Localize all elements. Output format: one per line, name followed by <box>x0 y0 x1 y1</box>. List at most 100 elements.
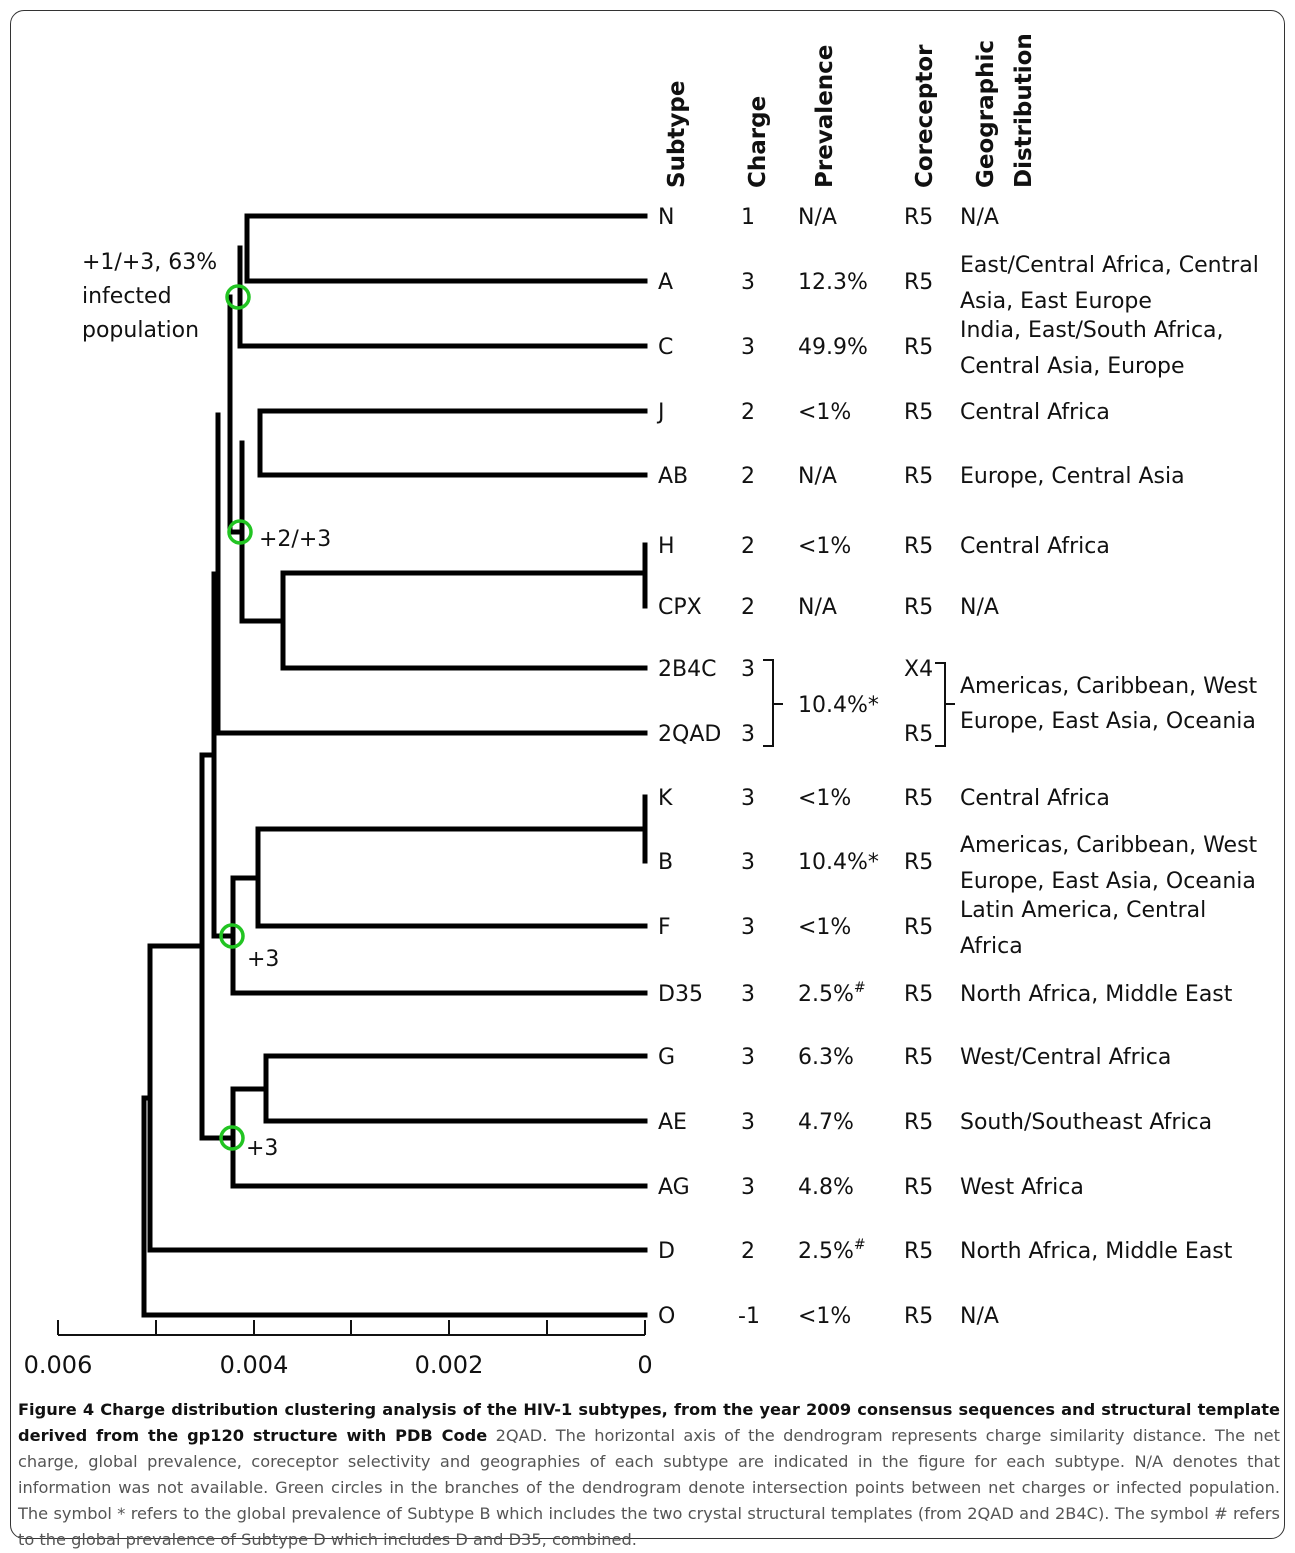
row-charge: 3 <box>741 1110 755 1135</box>
merged-cells: 10.4%* Americas, Caribbean, West Europe,… <box>763 659 1258 747</box>
row-charge: 2 <box>741 534 755 559</box>
row-subtype: G <box>658 1045 675 1070</box>
row-prevalence: <1% <box>798 1304 851 1329</box>
annotation-mid: +2/+3 <box>259 527 331 552</box>
row-charge: 3 <box>741 786 755 811</box>
row-geo: Central Africa <box>960 534 1110 559</box>
row-coreceptor: R5 <box>904 464 933 489</box>
row-coreceptor: R5 <box>904 335 933 360</box>
row-geo: Latin America, Central <box>960 898 1206 923</box>
row-charge: 3 <box>741 915 755 940</box>
row-subtype: K <box>658 786 673 811</box>
row-coreceptor: R5 <box>904 1175 933 1200</box>
row-charge: 3 <box>741 722 755 747</box>
axis-tick-label: 0 <box>637 1351 652 1379</box>
row-coreceptor: R5 <box>904 786 933 811</box>
row-prevalence: N/A <box>798 205 837 230</box>
branch-NA-C <box>237 245 648 349</box>
row-geo: Europe, East Asia, Oceania <box>960 869 1256 894</box>
row-geo: Central Africa <box>960 400 1110 425</box>
row-subtype: J <box>656 400 665 425</box>
row-coreceptor: R5 <box>904 1239 933 1264</box>
row-geo: N/A <box>960 205 999 230</box>
row-subtype: F <box>658 915 671 940</box>
axis-tick-label: 0.002 <box>415 1351 484 1379</box>
caption-body: The horizontal axis of the dendrogram re… <box>18 1426 1280 1549</box>
row-coreceptor: R5 <box>904 400 933 425</box>
row-geo: South/Southeast Africa <box>960 1110 1212 1135</box>
row-subtype: N <box>658 205 674 230</box>
row-coreceptor: R5 <box>904 1045 933 1070</box>
row-geo: North Africa, Middle East <box>960 1239 1233 1264</box>
row-geo: India, East/South Africa, <box>960 318 1224 343</box>
branch-J-AB <box>257 408 648 478</box>
branch-O-root <box>141 1095 648 1318</box>
row-subtype: AB <box>658 464 688 489</box>
row-charge: 3 <box>741 657 755 682</box>
row-subtype: B <box>658 850 673 875</box>
row-coreceptor: R5 <box>904 915 933 940</box>
row-charge: 3 <box>741 850 755 875</box>
row-geo: West Africa <box>960 1175 1084 1200</box>
row-prevalence: <1% <box>798 786 851 811</box>
header-prevalence: Prevalence <box>812 45 838 188</box>
row-charge: 2 <box>741 464 755 489</box>
row-subtype: AG <box>658 1175 690 1200</box>
row-charge: 3 <box>741 1045 755 1070</box>
row-subtype: CPX <box>658 595 702 620</box>
branch-KB-F <box>255 826 648 929</box>
row-geo: East/Central Africa, Central <box>960 253 1259 278</box>
branch-KBF-D35 <box>230 875 648 996</box>
row-coreceptor: R5 <box>904 850 933 875</box>
row-coreceptor: R5 <box>904 534 933 559</box>
row-charge: 2 <box>741 595 755 620</box>
row-geo: N/A <box>960 1304 999 1329</box>
row-subtype: 2QAD <box>658 722 721 747</box>
row-prevalence: 10.4%* <box>798 850 879 875</box>
figure-caption: Figure 4 Charge distribution clustering … <box>18 1397 1280 1553</box>
annotation-lower-1: +3 <box>247 947 279 972</box>
intersection-circle-top <box>225 284 251 310</box>
annotation-lower-2: +3 <box>246 1136 278 1161</box>
caption-pdb: 2QAD. <box>495 1426 548 1445</box>
column-headers: Subtype Charge Prevalence Coreceptor Geo… <box>664 33 1037 188</box>
annotation-top-2: infected <box>82 284 172 309</box>
row-prevalence: 2.5%# <box>798 1237 866 1264</box>
branch-N-A <box>244 213 648 284</box>
intersection-circle-lower2 <box>219 1125 245 1151</box>
row-subtype: A <box>658 270 673 295</box>
merged-prevalence: 10.4%* <box>798 693 879 718</box>
header-distribution: Distribution <box>1011 33 1037 188</box>
row-subtype: O <box>658 1304 675 1329</box>
row-geo: Americas, Caribbean, West <box>960 833 1258 858</box>
row-geo: Europe, Central Asia <box>960 464 1185 489</box>
row-coreceptor: R5 <box>904 205 933 230</box>
bracket-charge <box>763 659 783 747</box>
row-geo: Central Africa <box>960 786 1110 811</box>
branch-HCPX-2B4C <box>280 570 648 671</box>
figure-frame <box>10 10 1285 1539</box>
row-geo: West/Central Africa <box>960 1045 1171 1070</box>
dendrogram-tree <box>141 213 648 1318</box>
branch-G-AE <box>263 1053 648 1124</box>
row-charge: 2 <box>741 1239 755 1264</box>
axis-tick-label: 0.006 <box>24 1351 93 1379</box>
header-coreceptor: Coreceptor <box>912 44 938 188</box>
row-prevalence: 2.5%# <box>798 980 866 1007</box>
row-charge: 3 <box>741 270 755 295</box>
row-charge: 3 <box>741 1175 755 1200</box>
row-prevalence: N/A <box>798 464 837 489</box>
row-prevalence: 12.3% <box>798 270 868 295</box>
row-prevalence: 49.9% <box>798 335 868 360</box>
merged-geo-line1: Americas, Caribbean, West <box>960 674 1258 699</box>
bracket-coreceptor <box>935 662 955 747</box>
row-charge: -1 <box>738 1304 760 1329</box>
branch-2QAD <box>215 412 648 736</box>
row-prevalence: N/A <box>798 595 837 620</box>
row-prevalence: <1% <box>798 400 851 425</box>
row-coreceptor: R5 <box>904 270 933 295</box>
header-geographic: Geographic <box>973 40 999 188</box>
row-subtype: AE <box>658 1110 687 1135</box>
subtype-table: N 1 N/A R5 N/A A 3 12.3% R5 East/Central Africa, … <box>656 205 1259 1329</box>
row-coreceptor: R5 <box>904 595 933 620</box>
